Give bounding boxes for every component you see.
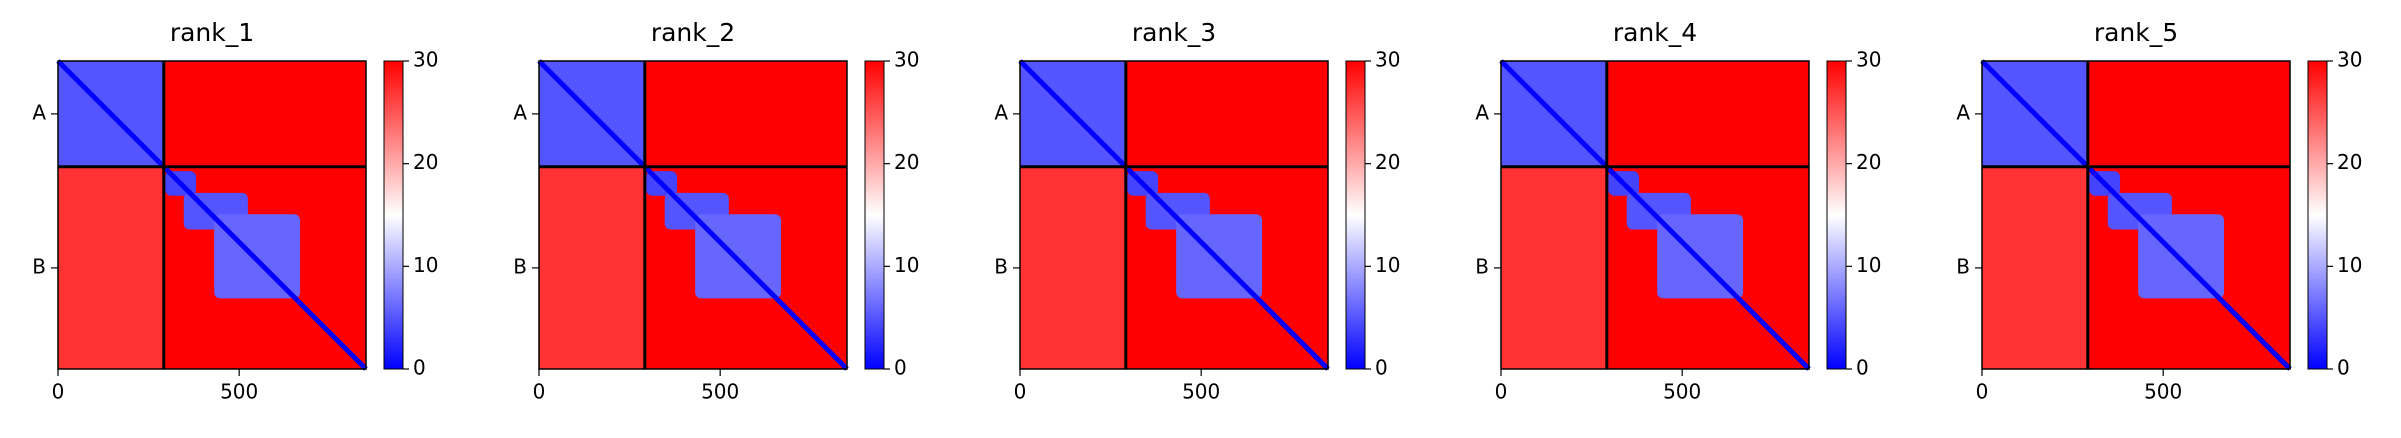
y-tick-label: A — [1956, 100, 1970, 124]
x-tick-label: 0 — [52, 380, 65, 404]
panel-title: rank_5 — [2094, 18, 2178, 47]
colorbar-tick-label: 10 — [1856, 253, 1881, 277]
y-tick-label: A — [1475, 100, 1489, 124]
colorbar — [864, 60, 885, 370]
y-tick-label: A — [32, 100, 46, 124]
y-tick-label: B — [1475, 254, 1489, 278]
y-tick-label: B — [994, 254, 1008, 278]
colorbar-tick-label: 30 — [894, 48, 919, 72]
diagonal — [1980, 59, 2292, 371]
y-tick-label: A — [513, 100, 527, 124]
colorbar-tick-label: 30 — [2337, 48, 2362, 72]
diagonal — [1018, 59, 1330, 371]
colorbar-tick-label: 30 — [1375, 48, 1400, 72]
x-tick-label: 500 — [1182, 380, 1220, 404]
colorbar-tick-label: 10 — [894, 253, 919, 277]
plot-frame — [1500, 60, 1810, 370]
colorbar — [383, 60, 404, 370]
panel-title: rank_1 — [170, 18, 254, 47]
colorbar-tick-label: 20 — [894, 150, 919, 174]
y-tick-label: B — [1956, 254, 1970, 278]
plot-frame — [538, 60, 848, 370]
y-tick-label: B — [32, 254, 46, 278]
plot-frame — [1981, 60, 2291, 370]
heatmap-region — [539, 166, 645, 369]
x-tick-label: 0 — [533, 380, 546, 404]
x-tick-label: 500 — [1663, 380, 1701, 404]
colorbar-tick-label: 20 — [1375, 150, 1400, 174]
diagonal — [56, 59, 368, 371]
heatmap-region — [1982, 166, 2088, 369]
colorbar-tick-label: 30 — [413, 48, 438, 72]
panel-title: rank_3 — [1132, 18, 1216, 47]
plot-frame — [57, 60, 367, 370]
colorbar-tick-label: 20 — [413, 150, 438, 174]
plot-frame — [1019, 60, 1329, 370]
colorbar-tick-label: 0 — [1856, 356, 1869, 380]
x-tick-label: 500 — [701, 380, 739, 404]
panel-title: rank_4 — [1613, 18, 1697, 47]
colorbar — [1345, 60, 1366, 370]
colorbar-tick-label: 0 — [2337, 356, 2350, 380]
colorbar — [2307, 60, 2328, 370]
y-tick-label: A — [994, 100, 1008, 124]
heatmap-region — [58, 166, 164, 369]
x-tick-label: 500 — [2144, 380, 2182, 404]
diagonal — [537, 59, 849, 371]
colorbar-tick-label: 10 — [413, 253, 438, 277]
y-tick-label: B — [513, 254, 527, 278]
x-tick-label: 0 — [1495, 380, 1508, 404]
colorbar-tick-label: 0 — [1375, 356, 1388, 380]
panel-title: rank_2 — [651, 18, 735, 47]
x-tick-label: 500 — [220, 380, 258, 404]
colorbar-tick-label: 20 — [2337, 150, 2362, 174]
x-tick-label: 0 — [1976, 380, 1989, 404]
colorbar-tick-label: 0 — [413, 356, 426, 380]
colorbar-tick-label: 30 — [1856, 48, 1881, 72]
heatmap-region — [1501, 166, 1607, 369]
colorbar — [1826, 60, 1847, 370]
colorbar-tick-label: 10 — [2337, 253, 2362, 277]
colorbar-tick-label: 20 — [1856, 150, 1881, 174]
colorbar-tick-label: 0 — [894, 356, 907, 380]
diagonal — [1499, 59, 1811, 371]
x-tick-label: 0 — [1014, 380, 1027, 404]
colorbar-tick-label: 10 — [1375, 253, 1400, 277]
heatmap-region — [1020, 166, 1126, 369]
